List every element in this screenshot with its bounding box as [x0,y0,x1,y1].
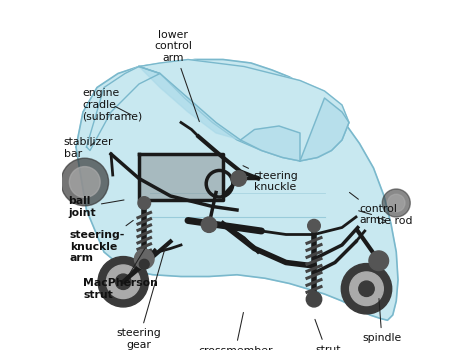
Circle shape [231,171,246,186]
Circle shape [369,251,389,271]
Text: MacPherson
strut: MacPherson strut [83,249,158,300]
Circle shape [308,219,320,232]
Text: lower
control
arm: lower control arm [155,30,200,121]
Circle shape [107,265,140,299]
Polygon shape [76,60,398,320]
Polygon shape [139,60,349,161]
Circle shape [69,167,100,197]
Text: engine
cradle
(subframe): engine cradle (subframe) [82,89,143,121]
Circle shape [201,217,217,232]
Text: tie rod: tie rod [359,211,412,226]
Polygon shape [86,66,160,150]
Text: control
arms: control arms [349,193,397,225]
Polygon shape [300,98,349,161]
Text: stabilizer
bar: stabilizer bar [64,137,113,159]
Circle shape [116,274,131,289]
Circle shape [61,158,109,206]
Circle shape [135,249,154,269]
Polygon shape [139,154,223,199]
Circle shape [359,281,374,296]
Circle shape [306,292,322,307]
Circle shape [138,197,151,209]
Polygon shape [139,66,240,140]
Circle shape [388,194,405,212]
Circle shape [350,272,383,306]
Text: steering
gear: steering gear [117,244,166,350]
Text: steering-
knuckle
arm: steering- knuckle arm [70,220,133,263]
Circle shape [98,257,148,307]
Circle shape [139,259,149,269]
Text: strut
assembly: strut assembly [302,319,354,350]
Text: spindle: spindle [362,299,401,343]
Text: ball
joint: ball joint [68,196,124,218]
Text: crossmember: crossmember [198,313,273,350]
Polygon shape [240,126,300,161]
Circle shape [382,189,410,217]
Text: steering
knuckle: steering knuckle [243,166,299,192]
Circle shape [341,264,392,314]
